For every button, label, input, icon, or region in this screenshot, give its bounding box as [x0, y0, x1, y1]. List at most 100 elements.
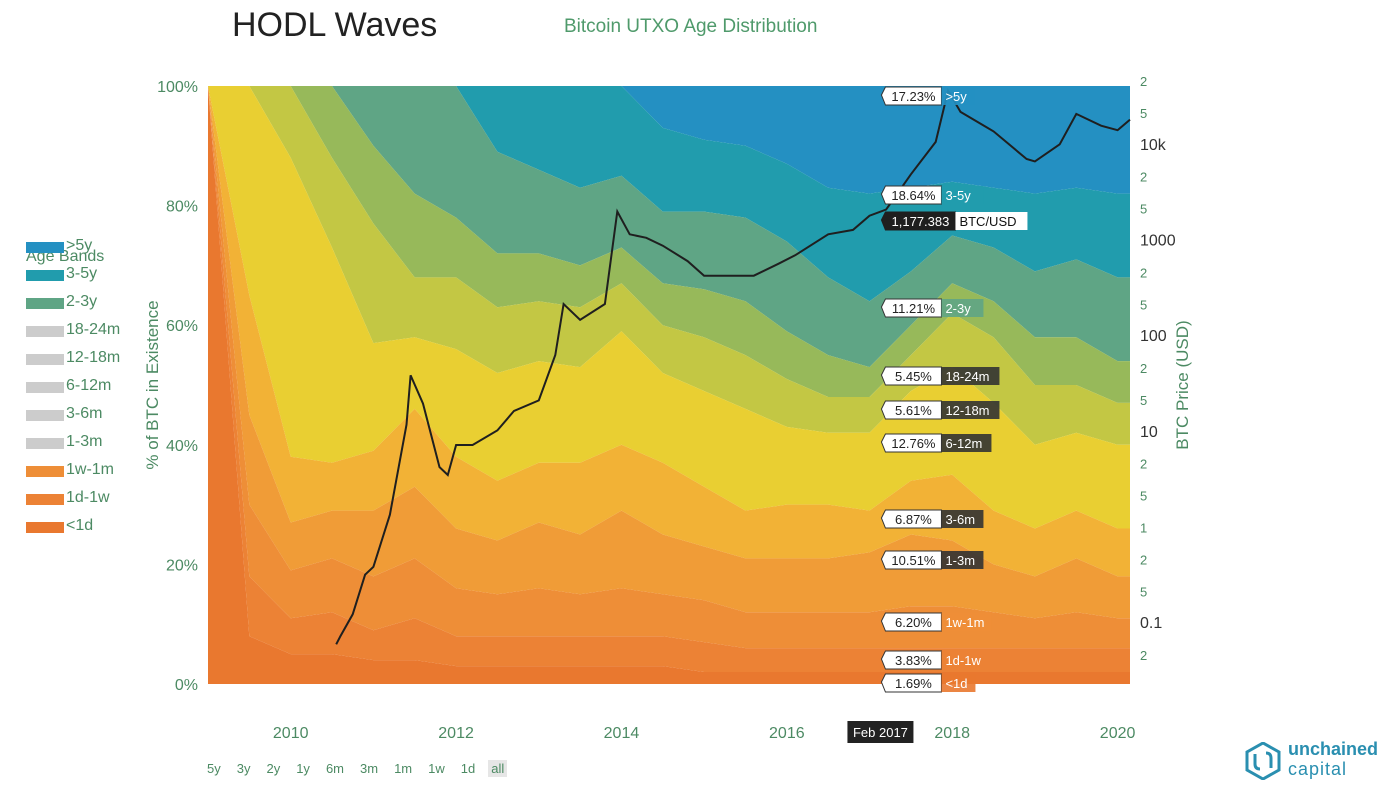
y2-tick-label: 2 [1140, 170, 1147, 185]
range-button-3m[interactable]: 3m [360, 761, 379, 776]
band-35y [208, 86, 1130, 302]
y2-tick-label: 2 [1140, 74, 1147, 89]
tooltip-band-box [941, 87, 976, 105]
y2-tick-label: 2 [1140, 648, 1147, 663]
legend-swatch [26, 298, 64, 309]
band-1m3m [208, 86, 1130, 619]
tooltip-band-text: 3-5y [945, 188, 971, 203]
x-tick-label: 2010 [273, 725, 309, 742]
legend-label: 12-18m [66, 349, 121, 366]
y2-tick-label: 2 [1140, 361, 1147, 376]
legend-swatch [26, 410, 64, 421]
y-axis-label: % of BTC in Existence [143, 300, 162, 469]
y2-tick-label: 1000 [1140, 232, 1176, 249]
tooltip-band-text: 2-3y [945, 301, 971, 316]
range-button-all[interactable]: all [488, 760, 508, 777]
tooltip-band-box [941, 510, 984, 528]
range-button-1m[interactable]: 1m [394, 761, 413, 776]
tooltip-band-text: 3-6m [945, 512, 975, 527]
y2-axis-label: BTC Price (USD) [1173, 320, 1192, 449]
range-button-2y[interactable]: 2y [266, 761, 281, 776]
y-tick-label: 40% [166, 438, 198, 455]
legend-swatch [26, 270, 64, 281]
tooltip-band-text: 12-18m [945, 403, 989, 418]
range-button-5y[interactable]: 5y [207, 761, 221, 776]
legend-label: 1d-1w [66, 489, 110, 506]
x-tick-label: 2014 [604, 725, 640, 742]
tooltip-band-text: 1d-1w [945, 653, 981, 668]
legend-label: 2-3y [66, 293, 98, 310]
y-tick-label: 20% [166, 557, 198, 574]
legend-swatch [26, 438, 64, 449]
legend-swatch [26, 354, 64, 365]
tooltip-band-text: 18-24m [945, 369, 989, 384]
legend-label: 6-12m [66, 377, 112, 394]
range-button-6m[interactable]: 6m [325, 761, 344, 776]
page-title: HODL Waves [232, 6, 438, 44]
range-selector: 5y 3y 2y 1y 6m 3m 1m 1w 1d all [204, 760, 517, 777]
y2-tick-label: 5 [1140, 393, 1147, 408]
tooltip-band-box [941, 401, 1000, 419]
y-tick-label: 60% [166, 318, 198, 335]
brand-name-line1: unchained [1288, 739, 1379, 759]
y2-tick-label: 5 [1140, 584, 1147, 599]
y2-tick-label: 2 [1140, 457, 1147, 472]
y2-tick-label: 10 [1140, 424, 1158, 441]
tooltip-band-text: BTC/USD [959, 214, 1016, 229]
tooltip-band-box [941, 299, 984, 317]
legend-label: 18-24m [66, 321, 121, 338]
y-tick-label: 0% [175, 677, 198, 694]
tooltip-band-box [941, 551, 984, 569]
tooltip-value-text: 5.45% [895, 369, 932, 384]
brand-logo: unchained capital [1244, 740, 1394, 784]
legend-swatch [26, 382, 64, 393]
legend-label: 3-6m [66, 405, 103, 422]
y2-tick-label: 1 [1140, 521, 1147, 536]
y2-tick-label: 10k [1140, 137, 1167, 154]
tooltip-value-text: 3.83% [895, 653, 932, 668]
legend-label: 1-3m [66, 433, 103, 450]
brand-name-line2: capital [1288, 759, 1348, 779]
tooltip-band-text: <1d [945, 676, 967, 691]
legend-swatch [26, 494, 64, 505]
legend-label: >5y [66, 237, 93, 254]
tooltip-band-box [955, 212, 1028, 230]
tooltip-value-text: 6.87% [895, 512, 932, 527]
y2-tick-label: 2 [1140, 552, 1147, 567]
y2-tick-label: 100 [1140, 328, 1167, 345]
y2-tick-label: 2 [1140, 265, 1147, 280]
x-tick-label: 2018 [934, 725, 970, 742]
y2-tick-label: 0.1 [1140, 615, 1162, 632]
y2-tick-label: 5 [1140, 106, 1147, 121]
cursor-date-badge [847, 721, 914, 743]
tooltip-value-text: 10.51% [891, 553, 936, 568]
band-23y [208, 86, 1130, 368]
band-18m24m [208, 86, 1130, 403]
range-button-1w[interactable]: 1w [428, 761, 445, 776]
tooltip-band-box [941, 674, 976, 692]
tooltip-value-text: 18.64% [891, 188, 936, 203]
tooltip-value-text: 11.21% [892, 301, 936, 316]
page-subtitle: Bitcoin UTXO Age Distribution [564, 16, 818, 37]
legend-swatch [26, 242, 64, 253]
tooltip-value-text: 1.69% [895, 676, 932, 691]
legend-label: 1w-1m [66, 461, 115, 478]
legend-label: 3-5y [66, 265, 98, 282]
y-tick-label: 80% [166, 199, 198, 216]
tooltip-value-text: 1,177.383 [892, 214, 950, 229]
tooltip-band-box [941, 613, 992, 631]
tooltip-band-box [941, 434, 992, 452]
tooltip-value-text: 17.23% [891, 89, 936, 104]
range-button-3y[interactable]: 3y [236, 761, 251, 776]
range-button-1d[interactable]: 1d [460, 761, 476, 776]
x-tick-label: 2016 [769, 725, 805, 742]
band-12m18m [208, 86, 1130, 445]
range-button-1y[interactable]: 1y [296, 761, 310, 776]
unchained-capital-logo-icon [1245, 742, 1281, 780]
tooltip-value-text: 12.76% [891, 436, 936, 451]
band-3m6m [208, 86, 1130, 577]
tooltip-band-box [941, 186, 984, 204]
y-tick-label: 100% [157, 79, 198, 96]
band-1w1m [208, 86, 1130, 649]
